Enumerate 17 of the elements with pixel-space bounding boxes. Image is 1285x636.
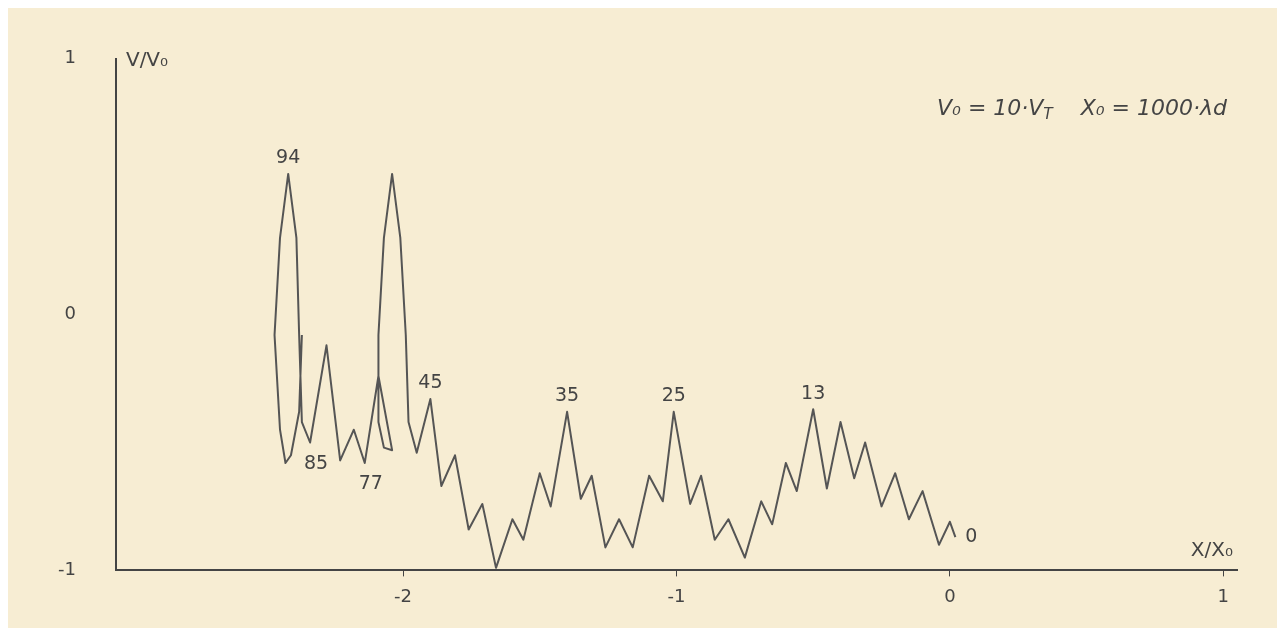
annotation: 85 (303, 450, 329, 473)
x-tick-label: -2 (394, 584, 413, 606)
annotation: 35 (555, 383, 580, 406)
annotation: 0 (965, 524, 978, 547)
x-tick-label: 0 (944, 584, 956, 606)
x-tick-label: 1 (1217, 584, 1230, 606)
annotation: 94 (276, 145, 301, 168)
annotation: 25 (661, 383, 686, 406)
y-tick-label: 0 (64, 302, 76, 324)
x-axis-title: X/X₀ (1190, 536, 1233, 561)
annotation: 45 (418, 370, 443, 393)
y-axis-title: V/V₀ (125, 47, 169, 71)
annotation: 13 (801, 380, 826, 403)
x-tick-label: -1 (667, 584, 686, 606)
annotation: 77 (358, 471, 383, 494)
y-tick-label: 1 (64, 46, 76, 68)
y-tick-label: -1 (57, 558, 76, 580)
